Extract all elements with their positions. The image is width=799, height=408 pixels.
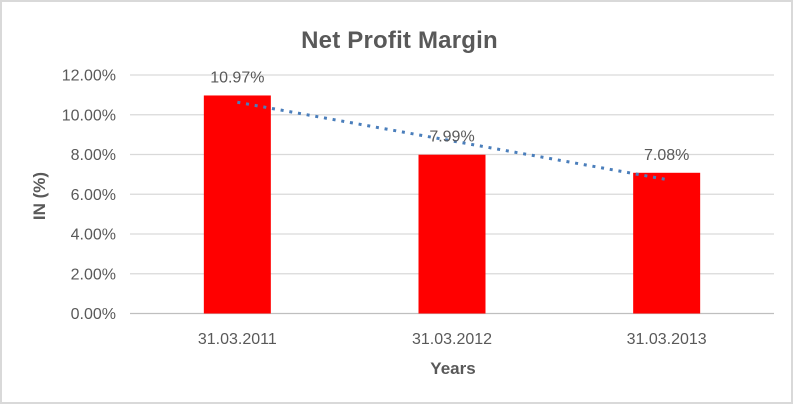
y-tick-label: 8.00% [71, 147, 116, 164]
bar-value-label: 7.08% [644, 147, 689, 164]
y-tick-label: 6.00% [71, 187, 116, 204]
x-tick-label: 31.03.2013 [627, 331, 707, 348]
x-axis-title: Years [430, 359, 476, 378]
x-tick-label: 31.03.2011 [198, 331, 277, 348]
bar-31.03.2013 [633, 172, 701, 314]
y-tick-label: 12.00% [62, 68, 116, 85]
x-tick-label: 31.03.2012 [412, 331, 492, 348]
bar-31.03.2011 [203, 95, 271, 314]
bar-31.03.2012 [418, 154, 486, 314]
chart-title: Net Profit Margin [301, 27, 498, 54]
y-tick-label: 2.00% [71, 266, 116, 283]
trendline [237, 100, 667, 182]
bar-value-label: 7.99% [429, 129, 474, 146]
bar-value-label: 10.97% [210, 69, 264, 86]
y-tick-label: 0.00% [71, 306, 116, 323]
y-tick-label: 10.00% [62, 107, 116, 124]
y-tick-label: 4.00% [71, 227, 116, 244]
